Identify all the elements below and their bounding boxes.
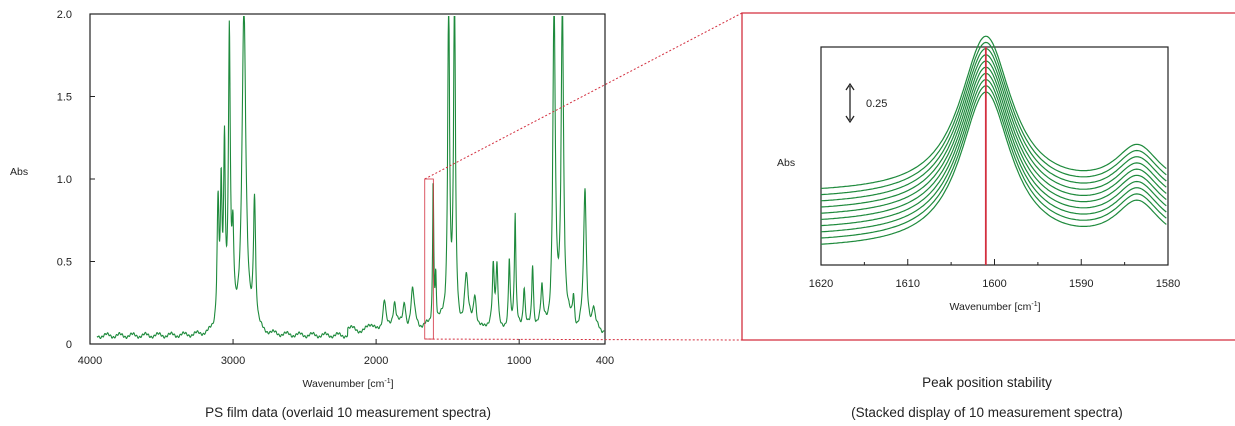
right-y-axis-label: Abs xyxy=(777,157,795,169)
right-x-axis-label: Wavenumber [cm-1] xyxy=(949,301,1040,313)
right-spectrum-line xyxy=(820,85,1167,239)
zoom-connector-bottom xyxy=(424,338,743,341)
right-caption-line-1: Peak position stability xyxy=(922,375,1052,390)
left-y-tick-label: 2.0 xyxy=(57,9,72,21)
right-spectrum-line xyxy=(820,60,1167,214)
right-spectrum-line xyxy=(820,41,1167,196)
left-x-tick-label: 2000 xyxy=(364,355,388,367)
zoom-panel-border xyxy=(741,12,1235,341)
right-axis-ticks: 1620 1610 1600 1590 1580 xyxy=(809,259,1180,290)
left-y-axis-label: Abs xyxy=(10,166,28,178)
right-x-tick-label: 1610 xyxy=(896,278,920,290)
left-x-tick-label: 400 xyxy=(596,355,614,367)
left-y-tick-label: 1.5 xyxy=(57,92,72,104)
right-x-tick-label: 1600 xyxy=(982,278,1006,290)
scale-bar-label: 0.25 xyxy=(866,98,887,110)
right-spectrum-line xyxy=(820,91,1167,245)
right-caption-line-2: (Stacked display of 10 measurement spect… xyxy=(851,405,1123,420)
right-spectrum-line xyxy=(820,72,1167,227)
zoom-connector-top xyxy=(424,12,743,180)
scale-bar-arrow-down-icon xyxy=(845,115,855,124)
left-y-tick-label: 0.5 xyxy=(57,257,72,269)
left-x-tick-label: 1000 xyxy=(507,355,531,367)
left-x-tick-label: 4000 xyxy=(78,355,102,367)
right-spectra xyxy=(820,35,1167,245)
left-x-tick-label: 3000 xyxy=(221,355,245,367)
left-spectra xyxy=(96,15,605,340)
left-x-axis-label: Wavenumber [cm-1] xyxy=(302,378,393,390)
right-spectrum-line xyxy=(820,47,1167,202)
right-spectrum-line xyxy=(820,35,1167,189)
scale-bar: 0.25 xyxy=(845,82,887,124)
left-y-tick-label: 1.0 xyxy=(57,174,72,186)
left-plot-frame xyxy=(89,13,606,345)
right-spectrum-line xyxy=(820,54,1167,208)
left-spectrum-line xyxy=(96,15,605,340)
right-spectrum-line xyxy=(820,66,1167,220)
right-x-tick-label: 1580 xyxy=(1156,278,1180,290)
scale-bar-arrow-up-icon xyxy=(845,82,855,91)
right-x-tick-label: 1620 xyxy=(809,278,833,290)
right-spectrum-line xyxy=(820,78,1167,233)
right-x-tick-label: 1590 xyxy=(1069,278,1093,290)
zoom-panel: 1620 1610 1600 1590 1580 0.25 Abs Wavenumber… xyxy=(741,12,1235,341)
left-caption: PS film data (overlaid 10 measurement sp… xyxy=(205,405,491,420)
left-y-tick-label: 0 xyxy=(66,339,72,351)
